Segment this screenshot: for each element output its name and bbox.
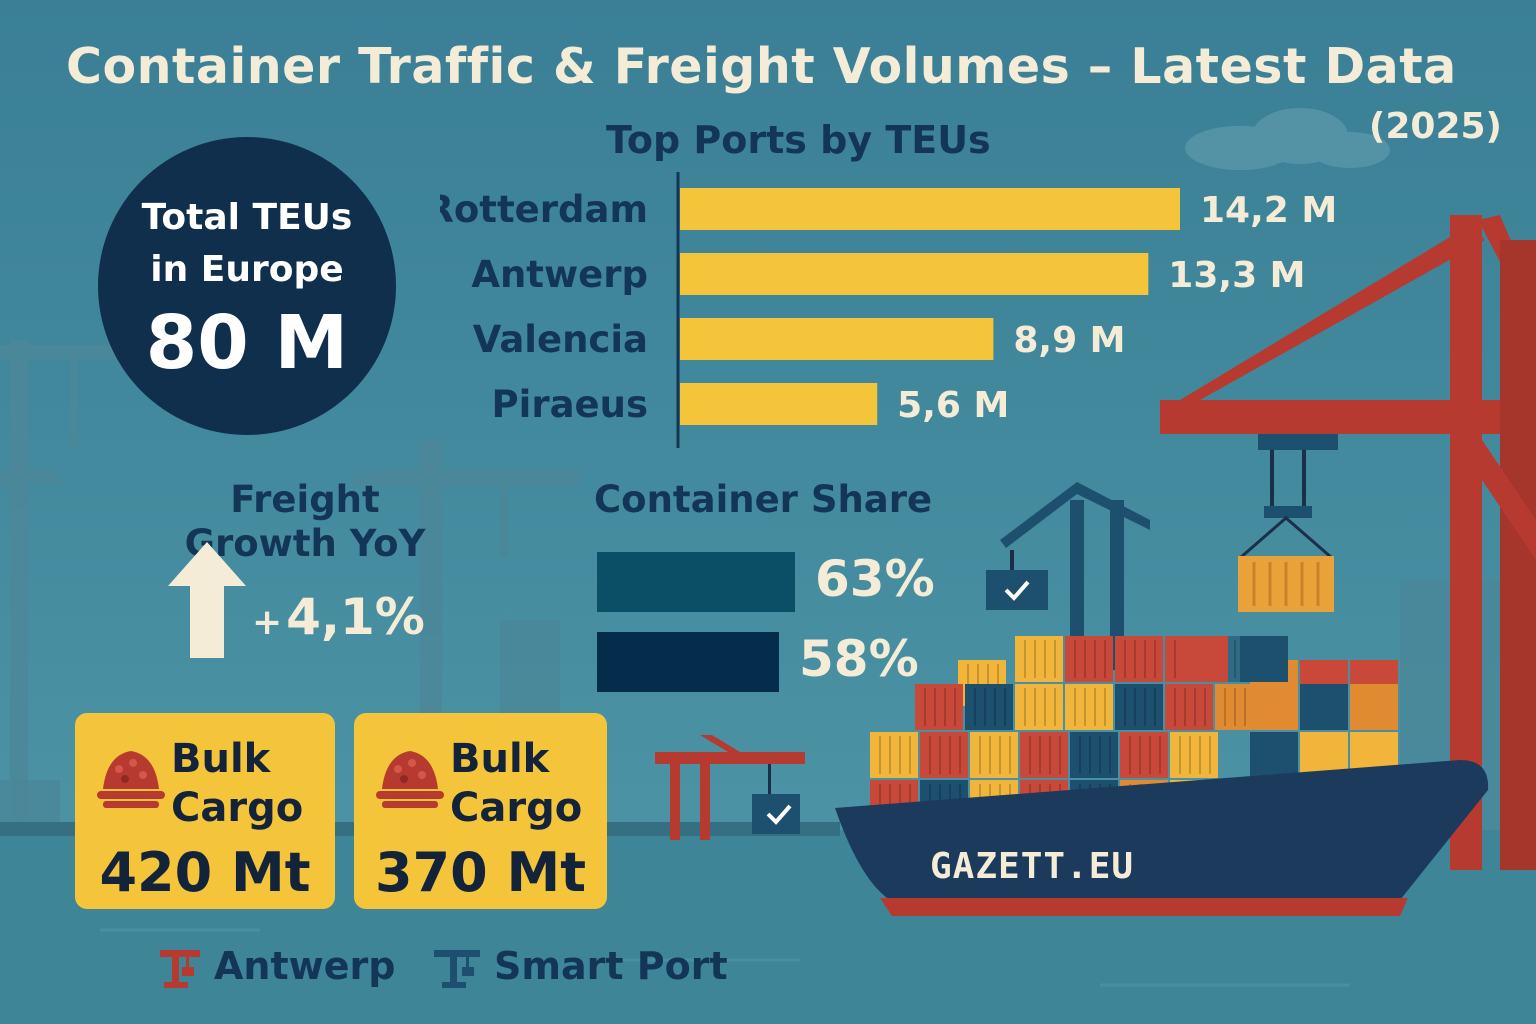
ports-bar-chart: Rotterdam 14,2 M Antwerp 13,3 M Valencia 8,9 … xyxy=(440,172,1337,448)
share-bar xyxy=(597,632,779,692)
footer-label: Smart Port xyxy=(494,944,728,988)
freight-growth-value: +4,1% xyxy=(252,588,425,646)
cargo-label: Bulk Cargo xyxy=(171,735,303,833)
bar xyxy=(680,188,1180,230)
share-bar xyxy=(597,552,795,612)
container-box xyxy=(1115,636,1163,682)
bulk-pile-icon xyxy=(97,751,165,808)
cargo-value: 420 Mt xyxy=(99,841,311,904)
container-box xyxy=(1115,684,1163,730)
growth-sign: + xyxy=(252,602,283,643)
container-box xyxy=(965,684,1013,730)
container-box xyxy=(1065,636,1113,682)
container-box xyxy=(1070,732,1118,778)
container-box xyxy=(1250,732,1298,778)
container-box xyxy=(1015,684,1063,730)
data-label: 13,3 M xyxy=(1168,255,1305,296)
container-box xyxy=(1015,636,1063,682)
data-label: 14,2 M xyxy=(1200,190,1337,231)
ports-chart-title: Top Ports by TEUs xyxy=(606,118,991,162)
dock-crane-red xyxy=(655,735,805,840)
bar xyxy=(680,253,1149,295)
footer-label: Antwerp xyxy=(214,944,396,988)
growth-percent: 4,1% xyxy=(286,588,425,646)
total-teus-badge: Total TEUs in Europe 80 M xyxy=(98,137,396,435)
data-label: 5,6 M xyxy=(897,385,1009,426)
container-box xyxy=(1165,684,1213,730)
share-data-label: 58% xyxy=(799,630,919,688)
cargo-label-line1: Bulk xyxy=(171,736,271,782)
container-box xyxy=(870,732,918,778)
year-label: (2025) xyxy=(1368,106,1502,147)
bar xyxy=(680,318,994,360)
share-data-label: 63% xyxy=(815,550,935,608)
cargo-label-line2: Cargo xyxy=(450,784,583,831)
category-label: Piraeus xyxy=(492,383,648,426)
data-label: 8,9 M xyxy=(1013,320,1125,361)
cloud xyxy=(1185,108,1390,170)
crane-icon xyxy=(434,950,480,988)
cargo-label: Bulk Cargo xyxy=(450,735,582,833)
category-label: Antwerp xyxy=(471,253,648,296)
total-teus-label: Total TEUs in Europe xyxy=(141,196,353,290)
container-box xyxy=(1180,636,1228,682)
container-share-title: Container Share xyxy=(594,478,933,521)
container-box xyxy=(1240,636,1288,682)
footer-item-smart-port: Smart Port xyxy=(432,940,728,992)
freight-growth-title: Freight Growth YoY xyxy=(184,478,426,566)
crane-trolley xyxy=(1238,434,1338,612)
total-teus-value: 80 M xyxy=(145,300,349,387)
bulk-cargo-card: Bulk Cargo 420 Mt xyxy=(75,713,335,909)
container-box xyxy=(915,684,963,730)
container-box xyxy=(970,732,1018,778)
crane-icon xyxy=(160,950,200,988)
ship-crane-blue xyxy=(986,482,1150,670)
page-title: Container Traffic & Freight Volumes – La… xyxy=(66,38,1457,95)
container-box xyxy=(1020,732,1068,778)
category-label: Rotterdam xyxy=(440,188,648,231)
footer-item-antwerp: Antwerp xyxy=(156,940,395,992)
bulk-pile-icon xyxy=(376,751,444,808)
ship-hull xyxy=(835,760,1489,916)
container-box xyxy=(1350,684,1398,730)
container-box xyxy=(1300,684,1348,730)
ship-name: GAZETT.EU xyxy=(930,846,1135,887)
container-box xyxy=(920,732,968,778)
container-box xyxy=(1170,732,1218,778)
container-box xyxy=(1065,684,1113,730)
bulk-cargo-card: Bulk Cargo 370 Mt xyxy=(354,713,607,909)
cargo-label-line2: Cargo xyxy=(171,784,304,831)
water-lines xyxy=(100,928,1350,987)
cargo-label-line1: Bulk xyxy=(450,736,550,782)
container-box xyxy=(1120,732,1168,778)
up-arrow-icon xyxy=(168,542,246,658)
container-box xyxy=(1250,684,1298,730)
bar xyxy=(680,383,878,425)
category-label: Valencia xyxy=(473,318,648,361)
cargo-value: 370 Mt xyxy=(374,841,587,904)
